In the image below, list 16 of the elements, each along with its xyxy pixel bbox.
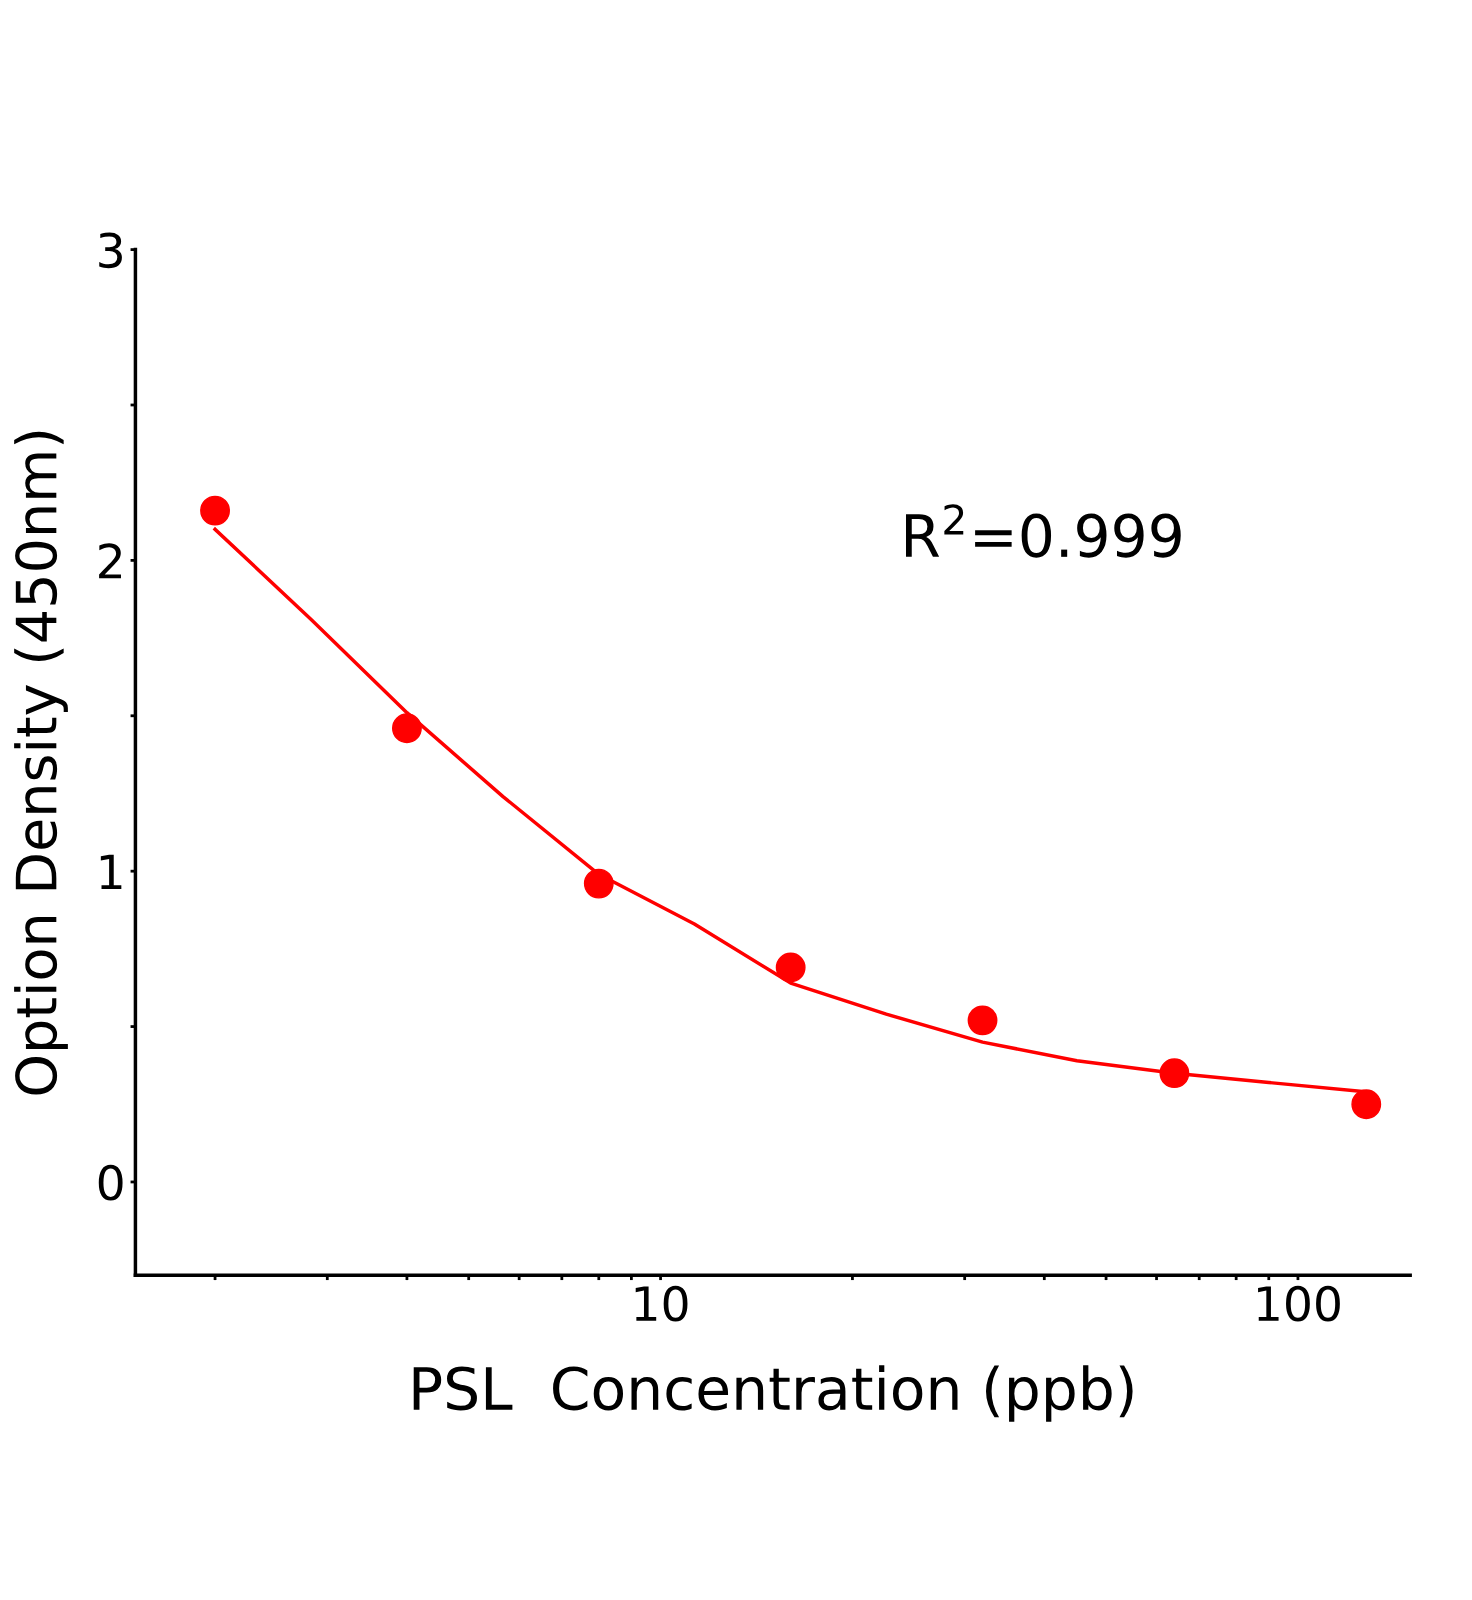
point: [391, 713, 422, 744]
point: [775, 952, 806, 983]
y-tick-label: 3: [99, 232, 122, 269]
annotation: R$^{2}$=0.999: [906, 504, 1181, 558]
x-tick-label: 100: [1258, 1285, 1340, 1322]
x-axis-title: PSL Concentration (ppb): [413, 1365, 1133, 1422]
x-tick-label: 10: [635, 1285, 688, 1322]
point: [967, 1005, 998, 1036]
y-tick-label: 2: [99, 543, 121, 579]
point: [200, 495, 230, 526]
y-axis-title: Option Density (450nm): [14, 431, 68, 1095]
y-tick-label: 0: [98, 1164, 123, 1201]
point: [1351, 1089, 1382, 1120]
point: [1159, 1058, 1190, 1089]
point: [583, 868, 614, 899]
y-tick-label: 1: [100, 854, 122, 890]
